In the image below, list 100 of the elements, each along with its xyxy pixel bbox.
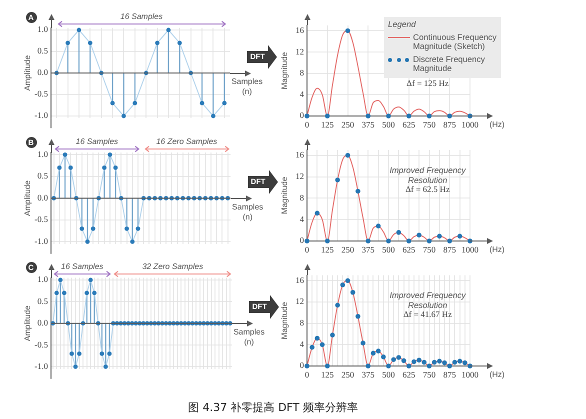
y-tick-label: -0.5 [34,339,48,350]
point [366,238,371,244]
point [66,40,70,46]
point [211,114,216,118]
y-tick-label: 4 [300,214,305,224]
y-tick-label: 8 [300,318,304,328]
point [468,364,472,368]
point [416,358,422,363]
point [80,226,84,231]
x-tick-label: 875 [443,244,456,254]
x-tick-label: 375 [362,119,374,130]
legend-title: Legend [388,19,417,30]
x-tick-label: 125 [321,119,334,130]
x-tick-label: 625 [402,119,416,130]
point [314,336,320,341]
point [412,359,416,364]
y-tick-label: 0.5 [37,296,48,306]
x-tick-label: 500 [382,119,395,130]
x-tick-label: 500 [382,369,395,380]
x-tick-label: 125 [321,244,334,254]
point [360,340,366,346]
legend-label: Discrete Frequency Magnitude [413,54,486,74]
y-tick-label: 1.0 [37,24,48,34]
x-axis-title: (Hz) [489,245,505,254]
point [304,364,310,368]
point [314,210,320,216]
y-tick-label: 1.0 [37,148,48,159]
point [350,290,356,295]
point [416,232,422,238]
y-tick-label: 8 [300,192,304,202]
point [73,364,78,369]
annotation: Improved Frequency Resolution [388,165,467,185]
x-tick-label: 250 [341,119,354,130]
point [310,344,314,350]
point [108,152,112,157]
y-tick-label: 12 [296,296,304,306]
x-axis-title: (Hz) [489,370,505,380]
annotation: Improved Frequency Resolution [388,290,467,310]
caption: 图 4.37 补零提高 DFT 频率分辨率 [187,400,359,415]
y-tick-label: -1.0 [34,360,48,371]
point [62,290,66,296]
point [100,352,104,356]
y-tick-label: -0.5 [34,88,48,99]
y-tick-label: 12 [296,171,304,181]
y-axis-title: Magnitude [280,176,290,214]
point [457,234,462,239]
y-tick-label: 1.0 [37,274,48,284]
y-tick-label: 16 [296,150,304,160]
point [386,364,391,368]
point [335,178,340,182]
point [324,238,330,244]
point [103,364,108,369]
point [110,100,115,106]
x-tick-label: 750 [422,244,436,254]
point [396,230,402,235]
x-tick-label: 750 [422,119,436,130]
x-tick-label: 125 [321,369,334,380]
point [401,358,406,364]
point [468,238,472,244]
annotation: Δf = 125 Hz [406,78,450,88]
y-tick-label: 16 [296,274,304,285]
point [376,348,381,354]
y-tick-label: 0.0 [37,192,48,202]
y-axis-title: Amplitude [23,305,32,342]
y-tick-label: 8 [300,68,304,78]
point [113,166,118,170]
y-tick-label: 0 [300,110,304,120]
point [54,290,59,296]
point [356,314,360,319]
point [90,226,96,231]
point [376,224,381,228]
annotation: Δf = 62.5 Hz [404,184,451,194]
point [130,240,135,244]
point [396,355,402,360]
point [406,238,412,244]
y-tick-label: 4 [300,338,305,349]
point [136,226,140,231]
point [447,238,452,244]
point [406,364,412,368]
text: 32 Zero Samples [141,262,204,272]
y-tick-label: 0.5 [37,46,48,56]
point [426,238,432,244]
point [84,290,90,296]
y-tick-label: -1.0 [34,236,48,246]
point [335,302,340,308]
y-axis-title: Amplitude [23,180,32,216]
y-axis-title: Magnitude [280,301,290,340]
x-axis-title: (Hz) [489,120,505,130]
point [68,166,73,170]
x-tick-label: 375 [362,244,374,254]
point [426,364,432,368]
point [88,40,92,46]
point [155,40,160,46]
point [462,360,468,366]
text: 16 Samples [119,12,164,22]
point [386,238,391,244]
point [457,358,462,364]
x-tick-label: 625 [402,244,416,254]
x-tick-label: 875 [443,119,456,130]
y-tick-label: 16 [296,24,304,35]
